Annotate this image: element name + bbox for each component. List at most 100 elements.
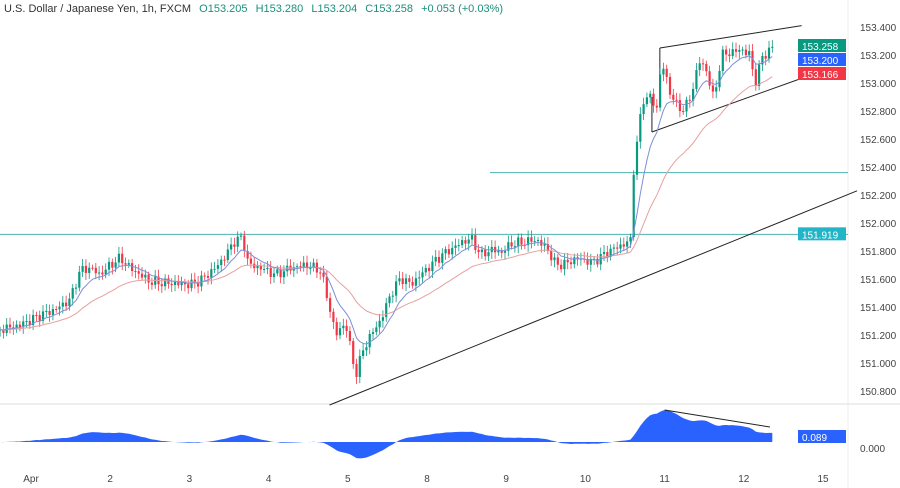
y-tick-label: 153.200 xyxy=(860,51,897,62)
candle-body xyxy=(210,269,213,278)
candle-body xyxy=(51,309,55,315)
candle-body xyxy=(127,263,130,265)
candle-body xyxy=(325,276,328,299)
x-tick-label: 4 xyxy=(266,474,272,485)
level-price-label-bg xyxy=(798,227,846,241)
candle-body xyxy=(513,246,517,248)
candle-body xyxy=(527,237,530,246)
candle-body xyxy=(725,49,728,55)
candle-body xyxy=(131,263,134,272)
x-tick-label: 12 xyxy=(738,474,750,485)
candle-body xyxy=(589,258,592,265)
candle-body xyxy=(728,54,731,57)
candle-body xyxy=(586,259,589,265)
candle-body xyxy=(626,241,629,247)
candle-body xyxy=(322,272,325,277)
candle-body xyxy=(758,64,761,86)
candle-body xyxy=(226,249,229,261)
indicator-value-label: 0.089 xyxy=(802,433,827,444)
candle-body xyxy=(530,237,533,242)
candle-body xyxy=(431,261,434,272)
candle-body xyxy=(329,298,332,312)
slow-ma-price-label-bg xyxy=(798,67,846,80)
candle-body xyxy=(566,259,569,263)
candle-body xyxy=(124,263,127,265)
candle-body xyxy=(464,240,467,244)
fast-ma-price-label: 153.200 xyxy=(802,56,839,67)
candle-body xyxy=(639,114,642,142)
candle-body xyxy=(447,249,451,255)
candle-body xyxy=(91,267,94,269)
candle-body xyxy=(45,310,48,312)
slow-ma-price-label: 153.166 xyxy=(802,70,839,81)
candle-body xyxy=(368,333,371,348)
candle-body xyxy=(718,70,721,88)
candle-body xyxy=(253,263,256,269)
candle-body xyxy=(114,262,117,268)
candle-body xyxy=(480,249,484,253)
candle-body xyxy=(454,245,457,248)
candle-body xyxy=(497,250,500,253)
candle-body xyxy=(305,262,309,269)
candle-body xyxy=(348,331,352,342)
fast-moving-average-line xyxy=(0,55,773,345)
candle-body xyxy=(606,251,609,257)
candle-body xyxy=(223,259,226,261)
candle-body xyxy=(632,174,635,238)
candle-body xyxy=(140,273,144,278)
candle-body xyxy=(744,49,748,56)
candle-body xyxy=(98,272,101,274)
candle-body xyxy=(477,249,480,253)
candle-body xyxy=(764,55,767,59)
candle-body xyxy=(381,317,385,321)
x-tick-label: Apr xyxy=(23,474,39,485)
candle-body xyxy=(150,282,154,285)
candle-body xyxy=(362,350,365,357)
candle-body xyxy=(342,325,345,329)
candle-body xyxy=(424,267,427,273)
trendline xyxy=(329,190,858,406)
fast-ma-price-label-bg xyxy=(798,53,846,66)
candle-body xyxy=(629,237,632,242)
candle-body xyxy=(418,277,421,279)
y-tick-label: 151.600 xyxy=(860,275,897,286)
candle-body xyxy=(190,279,193,289)
candle-body xyxy=(520,237,523,245)
candle-body xyxy=(177,281,180,286)
candle-body xyxy=(266,267,269,269)
candle-body xyxy=(78,271,81,288)
candle-body xyxy=(616,247,619,249)
candle-body xyxy=(609,248,612,257)
x-tick-label: 15 xyxy=(817,474,829,485)
y-tick-label: 153.000 xyxy=(860,79,897,90)
candle-body xyxy=(236,236,239,247)
candle-body xyxy=(203,275,206,277)
candle-body xyxy=(474,235,477,250)
y-tick-label: 153.400 xyxy=(860,23,897,34)
indicator-divergence-line xyxy=(664,409,771,428)
indicator-zero-label: 0.000 xyxy=(860,444,885,455)
candle-body xyxy=(546,243,550,251)
candle-body xyxy=(500,250,503,253)
candle-body xyxy=(652,93,655,106)
candle-body xyxy=(137,271,140,274)
candle-body xyxy=(352,341,355,364)
candle-body xyxy=(286,265,289,272)
candle-body xyxy=(38,315,41,321)
candle-body xyxy=(25,321,28,323)
candle-body xyxy=(332,311,335,323)
candle-body xyxy=(147,274,150,283)
candle-body xyxy=(612,247,616,249)
candle-body xyxy=(170,283,173,286)
candle-body xyxy=(216,265,220,269)
candle-body xyxy=(388,296,391,304)
candle-body xyxy=(771,46,774,48)
candle-body xyxy=(596,258,599,265)
candle-body xyxy=(378,320,381,328)
x-tick-label: 9 xyxy=(503,474,509,485)
ohlc-low: L153.204 xyxy=(311,3,358,15)
candle-body xyxy=(708,71,711,86)
candle-body xyxy=(193,279,196,283)
